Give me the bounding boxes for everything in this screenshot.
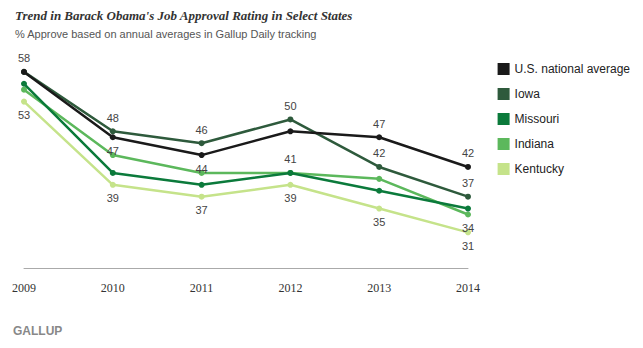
svg-text:35: 35 [373,216,385,228]
svg-text:39: 39 [107,192,119,204]
svg-text:% Approve based on annual aver: % Approve based on annual averages in Ga… [15,28,316,40]
svg-text:41: 41 [284,153,296,165]
svg-text:2011: 2011 [190,281,214,295]
svg-text:U.S. national average: U.S. national average [515,62,631,76]
svg-text:2009: 2009 [12,281,36,295]
svg-text:50: 50 [284,100,296,112]
svg-text:48: 48 [107,112,119,124]
svg-text:Kentucky: Kentucky [515,162,564,176]
svg-text:47: 47 [373,118,385,130]
svg-text:42: 42 [462,147,474,159]
svg-text:31: 31 [462,240,474,252]
svg-text:47: 47 [107,145,119,157]
svg-text:GALLUP: GALLUP [13,324,62,338]
svg-text:53: 53 [18,109,30,121]
svg-text:39: 39 [284,192,296,204]
svg-text:46: 46 [195,124,207,136]
svg-text:2010: 2010 [101,281,125,295]
svg-text:42: 42 [373,147,385,159]
svg-text:2013: 2013 [367,281,391,295]
svg-text:Missouri: Missouri [515,112,560,126]
svg-text:37: 37 [195,204,207,216]
svg-text:Indiana: Indiana [515,137,555,151]
svg-text:58: 58 [18,52,30,64]
svg-text:37: 37 [462,177,474,189]
svg-text:44: 44 [195,163,207,175]
svg-text:2014: 2014 [456,281,480,295]
svg-text:34: 34 [462,222,474,234]
svg-text:Trend in Barack Obama's Job Ap: Trend in Barack Obama's Job Approval Rat… [15,8,352,23]
svg-text:Iowa: Iowa [515,87,541,101]
svg-text:2012: 2012 [278,281,302,295]
